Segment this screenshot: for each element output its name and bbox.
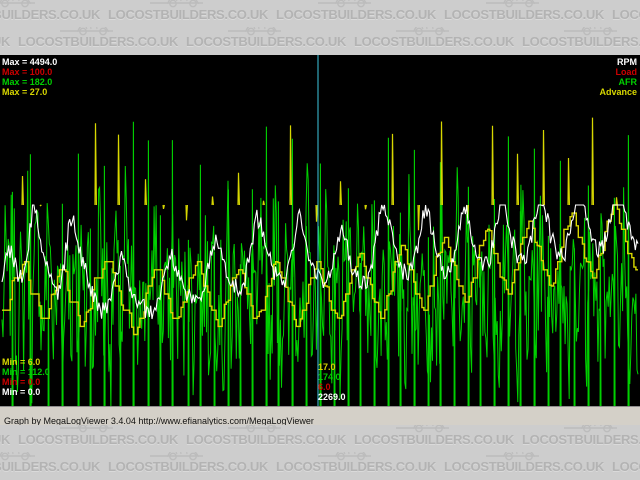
max-label-afr: Max = 182.0 (2, 77, 53, 87)
watermark-text: LOCOSTBUILDERS.CO.UK (18, 432, 179, 447)
locost-car-icon (226, 27, 282, 36)
cursor-readout: 17.0 174.0 6.0 2269.0 (318, 362, 346, 402)
locost-car-icon (0, 0, 36, 8)
watermark-row: LOCOSTBUILDERS.CO.UK LOCOSTBUILDERS.CO.UK… (0, 0, 640, 27)
watermark-band-bottom: LOCOSTBUILDERS.CO.UK LOCOSTBUILDERS.CO.UK… (0, 425, 640, 480)
legend-item-load[interactable]: Load (615, 67, 638, 77)
locost-car-icon (148, 452, 204, 461)
locost-car-icon (0, 452, 36, 461)
min-label-load: Min = 0.0 (2, 377, 41, 387)
locost-car-icon (58, 27, 114, 36)
watermark-text: LOCOSTBUILDERS.CO.UK (522, 34, 640, 49)
locost-car-icon (316, 452, 372, 461)
min-value-legend: Min = 6.0 Min = 112.0 Min = 0.0 Min = 0.… (2, 357, 50, 397)
watermark-row: LOCOSTBUILDERS.CO.UK LOCOSTBUILDERS.CO.UK… (0, 425, 640, 452)
watermark-band-top: LOCOSTBUILDERS.CO.UK LOCOSTBUILDERS.CO.UK… (0, 0, 640, 55)
series-legend[interactable]: RPM Load AFR Advance (599, 57, 637, 97)
min-label-afr: Min = 112.0 (2, 367, 50, 377)
locost-car-icon (484, 0, 540, 8)
watermark-text: LOCOSTBUILDERS.CO.UK (354, 432, 515, 447)
watermark-text: LOCOSTBUILDERS.CO.UK (18, 34, 179, 49)
watermark-text: LOCOSTBUILDERS.CO.UK (108, 7, 269, 22)
locost-car-icon (226, 425, 282, 433)
watermark-text: LOCOSTBUILDERS.CO.UK (444, 7, 605, 22)
graph-canvas[interactable] (0, 55, 640, 406)
watermark-text: LOCOSTBUILDERS.CO.UK (0, 7, 101, 22)
cursor-value-rpm: 2269.0 (318, 392, 346, 402)
watermark-text: LOCOSTBUILDERS.CO.UK (108, 459, 269, 474)
locost-car-icon (562, 27, 618, 36)
status-bar: Graph by MegaLogViewer 3.4.04 http://www… (0, 406, 640, 426)
locost-car-icon (316, 0, 372, 8)
watermark-text: LOCOSTBUILDERS.CO.UK (186, 432, 347, 447)
watermark-text: LOCOSTBUILDERS.CO.UK (354, 34, 515, 49)
legend-item-rpm[interactable]: RPM (617, 57, 637, 67)
watermark-text: LOCOSTBUILDERS.CO.UK (186, 34, 347, 49)
min-label-rpm: Min = 0.0 (2, 387, 41, 397)
legend-item-advance[interactable]: Advance (599, 87, 637, 97)
max-label-load: Max = 100.0 (2, 67, 53, 77)
status-bar-text: Graph by MegaLogViewer 3.4.04 http://www… (4, 416, 314, 426)
max-label-rpm: Max = 4494.0 (2, 57, 58, 67)
watermark-text: LOCOSTBUILDERS.CO.UK (612, 7, 640, 22)
watermark-text: LOCOSTBUILDERS.CO.UK (444, 459, 605, 474)
watermark-row: LOCOSTBUILDERS.CO.UK LOCOSTBUILDERS.CO.UK… (0, 452, 640, 479)
log-graph-panel[interactable]: Max = 4494.0 Max = 100.0 Max = 182.0 Max… (0, 55, 640, 406)
watermark-text: LOCOSTBUILDERS.CO.UK (612, 459, 640, 474)
locost-car-icon (394, 425, 450, 433)
cursor-value-afr: 174.0 (318, 372, 341, 382)
locost-car-icon (148, 0, 204, 8)
locost-car-icon (394, 27, 450, 36)
locost-car-icon (484, 452, 540, 461)
watermark-text: LOCOSTBUILDERS.CO.UK (0, 34, 11, 49)
max-value-legend: Max = 4494.0 Max = 100.0 Max = 182.0 Max… (2, 57, 57, 97)
legend-item-afr[interactable]: AFR (618, 77, 638, 87)
watermark-text: LOCOSTBUILDERS.CO.UK (276, 7, 437, 22)
cursor-value-advance: 17.0 (318, 362, 336, 372)
locost-car-icon (58, 425, 114, 433)
watermark-row: LOCOSTBUILDERS.CO.UK LOCOSTBUILDERS.CO.UK… (0, 27, 640, 54)
watermark-text: LOCOSTBUILDERS.CO.UK (522, 432, 640, 447)
cursor-value-load: 6.0 (318, 382, 331, 392)
watermark-text: LOCOSTBUILDERS.CO.UK (276, 459, 437, 474)
watermark-text: LOCOSTBUILDERS.CO.UK (0, 432, 11, 447)
max-label-advance: Max = 27.0 (2, 87, 48, 97)
locost-car-icon (562, 425, 618, 433)
watermark-text: LOCOSTBUILDERS.CO.UK (0, 459, 101, 474)
min-label-advance: Min = 6.0 (2, 357, 41, 367)
